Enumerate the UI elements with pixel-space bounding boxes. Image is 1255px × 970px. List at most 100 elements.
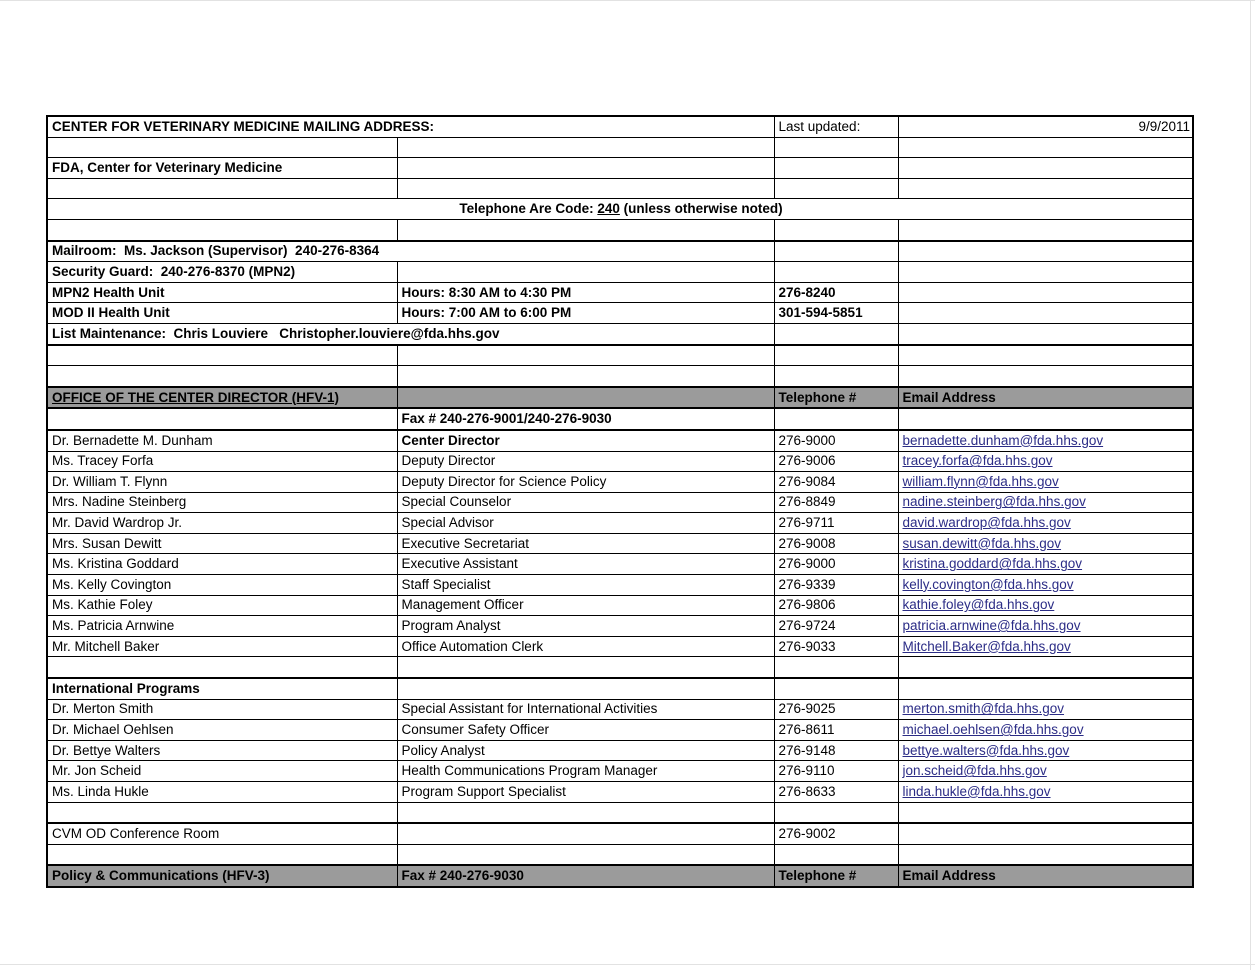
email-link[interactable]: susan.dewitt@fda.hhs.gov (902, 535, 1062, 551)
email-link[interactable]: michael.oehlsen@fda.hhs.gov (902, 722, 1084, 738)
room-phone: 276-9002 (773, 822, 899, 845)
cell (396, 157, 775, 179)
person-email: patricia.arnwine@fda.hhs.gov (897, 615, 1194, 637)
fax-info: Fax # 240-276-9001/240-276-9030 (396, 407, 775, 431)
page-edge-right (1250, 0, 1251, 970)
table-row: Ms. Kristina Goddard Executive Assistant 2… (46, 553, 1194, 576)
cell (396, 843, 775, 866)
cell (773, 407, 899, 431)
cell (396, 136, 775, 159)
email-link[interactable]: bernadette.dunham@fda.hhs.gov (902, 432, 1104, 448)
email-link[interactable]: kathie.foley@fda.hhs.gov (902, 597, 1055, 613)
table-row: Dr. Merton Smith Special Assistant for In… (46, 698, 1194, 721)
table-row: Ms. Tracey Forfa Deputy Director 276-9006 t… (46, 450, 1194, 473)
email-link[interactable]: patricia.arnwine@fda.hhs.gov (902, 618, 1081, 634)
person-name: Ms. Linda Hukle (46, 781, 398, 803)
cell (46, 365, 398, 388)
email-link[interactable]: nadine.steinberg@fda.hhs.gov (902, 494, 1086, 510)
table-row: Ms. Kelly Covington Staff Specialist 276-9… (46, 574, 1194, 596)
table-row: CVM OD Conference Room 276-9002 (46, 822, 1194, 845)
cell (773, 157, 899, 179)
person-name: Dr. William T. Flynn (46, 471, 398, 493)
person-email: kristina.goddard@fda.hhs.gov (897, 553, 1194, 576)
person-phone: 276-9006 (773, 450, 899, 473)
cell (396, 343, 775, 367)
email-link[interactable]: tracey.forfa@fda.hhs.gov (902, 453, 1053, 469)
mailroom-info: Mailroom: Ms. Jackson (Supervisor) 240-2… (46, 239, 775, 263)
cell (897, 177, 1194, 200)
table-row: CENTER FOR VETERINARY MEDICINE MAILING A… (46, 115, 1194, 138)
cell (897, 843, 1194, 866)
person-email: nadine.steinberg@fda.hhs.gov (897, 491, 1194, 514)
cell (897, 822, 1194, 845)
email-link[interactable]: kelly.covington@fda.hhs.gov (902, 576, 1074, 592)
health-unit-hours: Hours: 7:00 AM to 6:00 PM (396, 302, 775, 324)
person-email: bernadette.dunham@fda.hhs.gov (897, 428, 1194, 452)
table-row: Dr. William T. Flynn Deputy Director for … (46, 471, 1194, 493)
person-phone: 276-9000 (773, 428, 899, 452)
person-email: susan.dewitt@fda.hhs.gov (897, 532, 1194, 555)
person-name: Ms. Tracey Forfa (46, 450, 398, 473)
cell (773, 218, 899, 242)
table-row: Mrs. Susan Dewitt Executive Secretariat 27… (46, 532, 1194, 555)
email-link[interactable]: william.flynn@fda.hhs.gov (902, 473, 1059, 489)
note-part: Telephone Are Code: (459, 201, 598, 217)
email-link[interactable]: Mitchell.Baker@fda.hhs.gov (902, 638, 1071, 654)
person-phone: 276-9025 (773, 698, 899, 721)
cell (773, 343, 899, 367)
email-link[interactable]: kristina.goddard@fda.hhs.gov (902, 556, 1083, 572)
email-link[interactable]: david.wardrop@fda.hhs.gov (902, 515, 1071, 531)
telephone-column-header: Telephone # (773, 385, 899, 409)
org-name: FDA, Center for Veterinary Medicine (46, 157, 398, 179)
note-part: 240 (597, 201, 620, 217)
person-title: Policy Analyst (396, 739, 775, 762)
cell (897, 322, 1194, 346)
table-row: Mailroom: Ms. Jackson (Supervisor) 240-2… (46, 239, 1194, 263)
person-title: Special Assistant for International Acti… (396, 698, 775, 721)
last-updated-date: 9/9/2011 (897, 115, 1194, 138)
cell (396, 365, 775, 388)
table-row: MOD II Health Unit Hours: 7:00 AM to 6:00… (46, 302, 1194, 324)
table-row: MPN2 Health Unit Hours: 8:30 AM to 4:30 P… (46, 281, 1194, 304)
email-link[interactable]: merton.smith@fda.hhs.gov (902, 701, 1065, 717)
telephone-column-header: Telephone # (773, 864, 899, 888)
table-row (46, 343, 1194, 367)
section-header: Policy & Communications (HFV-3) (46, 864, 398, 888)
cell (773, 261, 899, 283)
cell (396, 656, 775, 679)
person-title: Office Automation Clerk (396, 635, 775, 658)
person-title: Staff Specialist (396, 574, 775, 596)
person-email: merton.smith@fda.hhs.gov (897, 698, 1194, 721)
security-guard-info: Security Guard: 240-276-8370 (MPN2) (46, 261, 398, 283)
cell (396, 261, 775, 283)
area-code-note: Telephone Are Code: 240 (unless otherwis… (46, 198, 1194, 220)
email-link[interactable]: linda.hukle@fda.hhs.gov (902, 783, 1051, 799)
health-unit-phone: 301-594-5851 (773, 302, 899, 324)
health-unit-name: MPN2 Health Unit (46, 281, 398, 304)
person-phone: 276-9711 (773, 512, 899, 534)
table-row: List Maintenance: Chris Louviere Christo… (46, 322, 1194, 346)
cell (396, 177, 775, 200)
email-link[interactable]: jon.scheid@fda.hhs.gov (902, 763, 1047, 779)
email-link[interactable]: bettye.walters@fda.hhs.gov (902, 742, 1070, 758)
person-email: jon.scheid@fda.hhs.gov (897, 760, 1194, 782)
table-row (46, 656, 1194, 679)
table-row: Ms. Patricia Arnwine Program Analyst 276-9… (46, 615, 1194, 637)
cell (773, 136, 899, 159)
table-body: CENTER FOR VETERINARY MEDICINE MAILING A… (46, 115, 1194, 888)
health-unit-hours: Hours: 8:30 AM to 4:30 PM (396, 281, 775, 304)
cell (897, 343, 1194, 367)
subsection-header: International Programs (46, 677, 398, 700)
cell (46, 843, 398, 866)
table-row: Mrs. Nadine Steinberg Special Counselor 27… (46, 491, 1194, 514)
table-row (46, 801, 1194, 824)
table-row: Policy & Communications (HFV-3) Fax # 240… (46, 864, 1194, 888)
cell (897, 677, 1194, 700)
person-title: Consumer Safety Officer (396, 719, 775, 741)
person-phone: 276-9008 (773, 532, 899, 555)
person-phone: 276-8611 (773, 719, 899, 741)
table-row (46, 136, 1194, 159)
cell (897, 157, 1194, 179)
person-title: Management Officer (396, 594, 775, 617)
page-edge-bottom (0, 964, 1255, 965)
